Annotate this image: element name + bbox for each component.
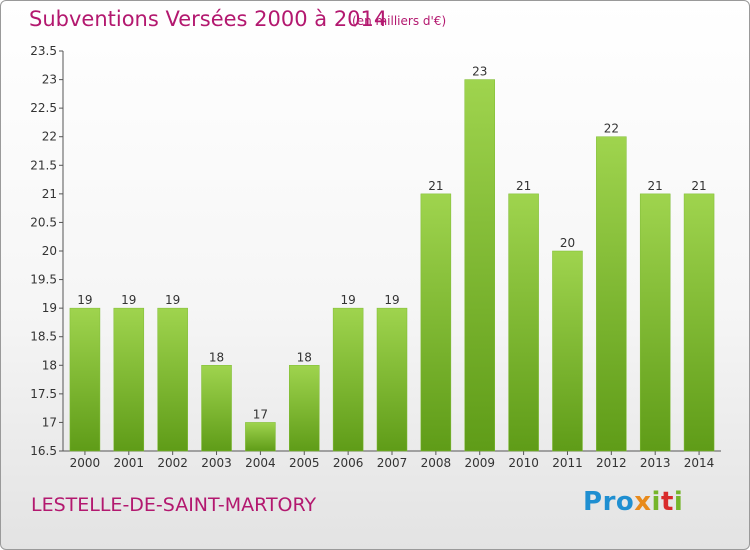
bar: [683, 193, 715, 452]
y-tick-label: 18: [42, 358, 57, 372]
bar: [420, 193, 452, 452]
x-tick-label: 2010: [508, 456, 539, 470]
value-label: 21: [691, 179, 706, 193]
x-tick-label: 2005: [289, 456, 320, 470]
value-label: 21: [428, 179, 443, 193]
bar: [201, 365, 232, 452]
y-tick-label: 16.5: [30, 444, 57, 458]
bar: [464, 79, 495, 452]
bar: [245, 422, 276, 452]
value-label: 17: [253, 407, 268, 421]
bar: [332, 307, 364, 452]
y-tick-label: 22: [42, 130, 57, 144]
x-axis: 2000 2001 2002 2003 2004 2005 2006 2007 2008 2009…: [63, 450, 721, 470]
y-tick-label: 23.5: [30, 44, 57, 58]
x-tick-label: 2007: [377, 456, 408, 470]
bar: [552, 250, 583, 452]
value-label: 22: [604, 122, 619, 136]
bar: [289, 365, 320, 452]
value-label: 21: [516, 179, 531, 193]
bars: [69, 79, 715, 452]
y-axis: 16.5 17 17.5 18 18.5 19 19.5 20 20.5 21 21.5 22 22.5…: [30, 44, 64, 458]
bar: [376, 307, 408, 452]
x-tick-label: 2004: [245, 456, 276, 470]
x-tick-label: 2014: [684, 456, 715, 470]
x-tick-label: 2008: [421, 456, 452, 470]
x-tick-label: 2012: [596, 456, 627, 470]
x-tick-label: 2002: [157, 456, 188, 470]
value-label: 21: [648, 179, 663, 193]
value-label: 23: [472, 65, 487, 79]
y-tick-label: 21.5: [30, 158, 57, 172]
value-labels: 19 19 19 18 17 18 19 19 21 23 21 20 22 21 21: [77, 65, 706, 422]
value-label: 19: [77, 293, 92, 307]
value-label: 18: [209, 350, 224, 364]
y-tick-label: 20: [42, 244, 57, 258]
y-tick-label: 21: [42, 187, 57, 201]
bar: [157, 307, 188, 452]
y-tick-label: 17: [42, 415, 57, 429]
y-tick-label: 18.5: [30, 330, 57, 344]
x-tick-label: 2001: [114, 456, 145, 470]
bar: [113, 307, 145, 452]
value-label: 20: [560, 236, 575, 250]
value-label: 19: [121, 293, 136, 307]
x-tick-label: 2000: [70, 456, 101, 470]
value-label: 18: [297, 350, 312, 364]
x-tick-label: 2006: [333, 456, 364, 470]
proxiti-logo: Proxiti: [583, 487, 684, 517]
x-tick-label: 2013: [640, 456, 671, 470]
y-tick-label: 19.5: [30, 273, 57, 287]
y-tick-label: 19: [42, 301, 57, 315]
chart-title: Subventions Versées 2000 à 2014: [29, 7, 388, 31]
y-tick-label: 17.5: [30, 387, 57, 401]
x-tick-label: 2003: [201, 456, 232, 470]
unit-note: (en milliers d'€): [352, 14, 447, 28]
value-label: 19: [384, 293, 399, 307]
bar: [69, 307, 101, 452]
x-tick-label: 2009: [464, 456, 495, 470]
value-label: 19: [165, 293, 180, 307]
bar: [508, 193, 539, 452]
x-tick-label: 2011: [552, 456, 583, 470]
bar: [596, 136, 627, 452]
commune-name: LESTELLE-DE-SAINT-MARTORY: [31, 494, 317, 516]
y-tick-label: 22.5: [30, 101, 57, 115]
y-tick-label: 23: [42, 73, 57, 87]
y-tick-label: 20.5: [30, 215, 57, 229]
value-label: 19: [340, 293, 355, 307]
bar: [639, 193, 671, 452]
